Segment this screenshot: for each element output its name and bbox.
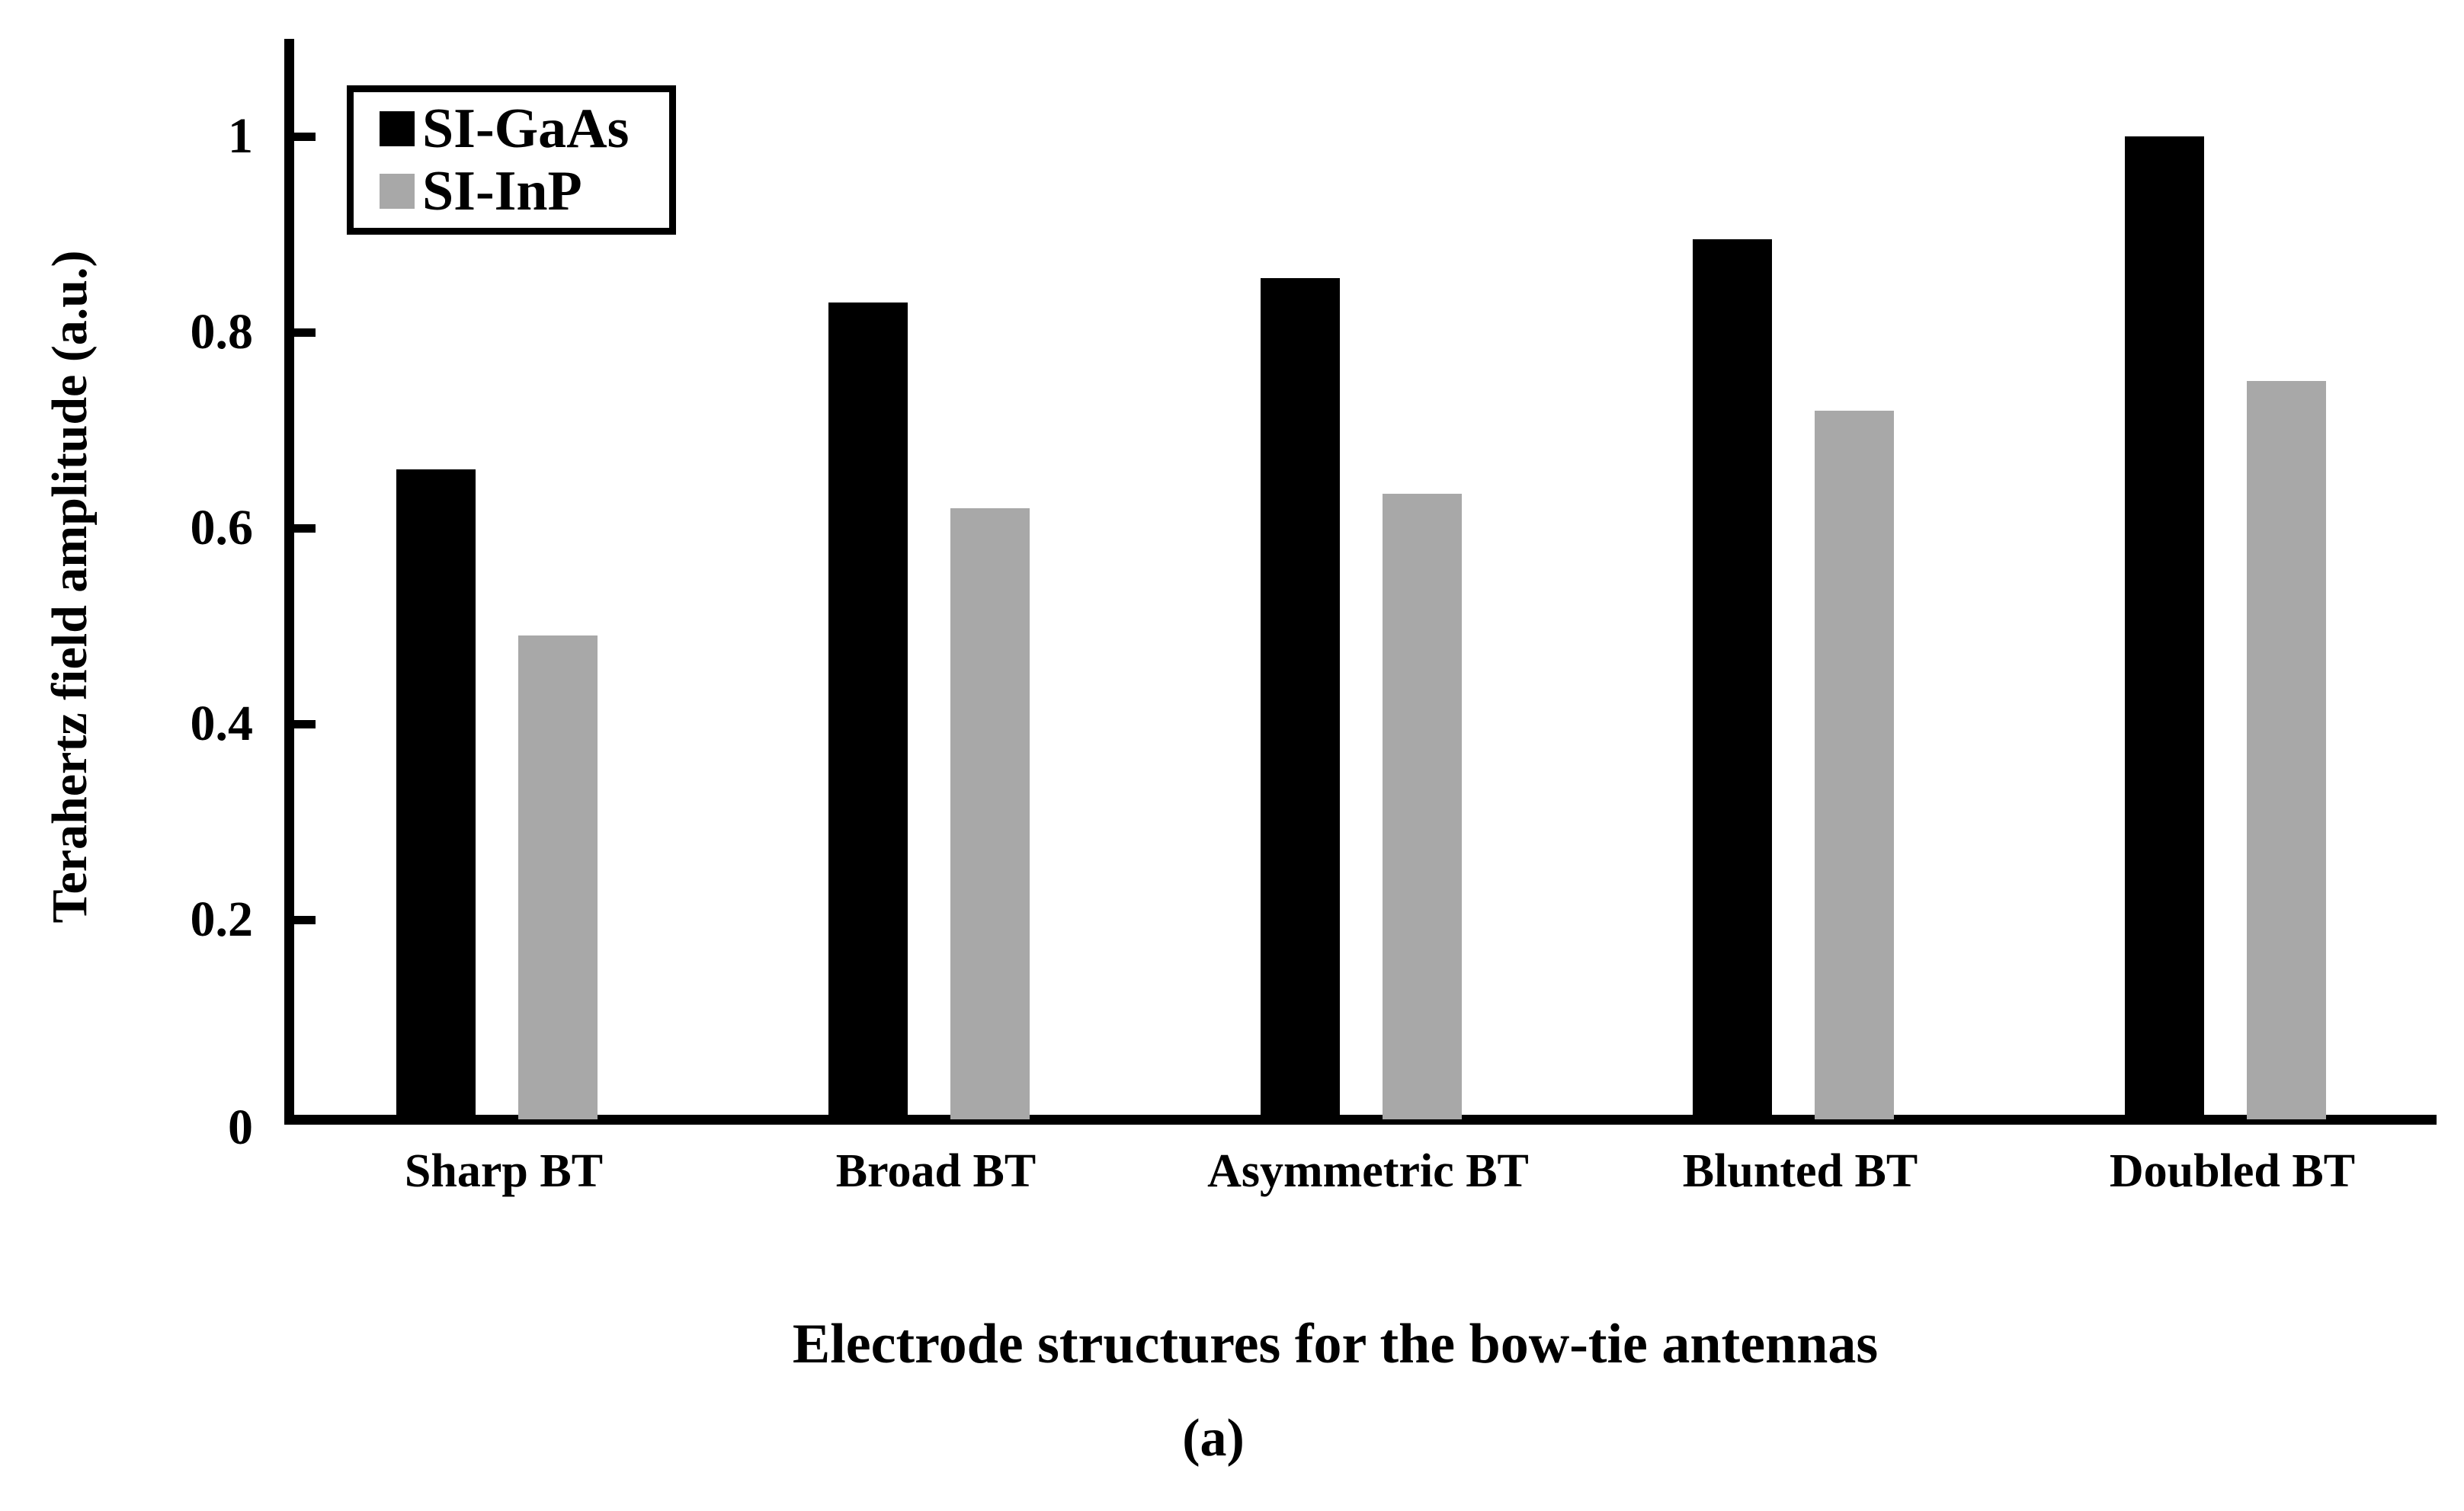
bar-si-gaas-asymmetric-bt (1261, 278, 1340, 1119)
y-tick-1 (294, 133, 316, 141)
legend-label-si-inp: SI-InP (422, 160, 582, 222)
y-tick-label-0-2: 0.2 (190, 892, 254, 947)
y-tick-label-0-6: 0.6 (190, 500, 254, 555)
bar-si-inp-doubled-bt (2247, 381, 2326, 1119)
y-axis-line (284, 39, 294, 1125)
category-label-broad-bt: Broad BT (835, 1145, 1037, 1197)
legend-entry-si-inp: SI-InP (380, 161, 669, 222)
x-axis-line (284, 1115, 2437, 1125)
bar-si-gaas-blunted-bt (1693, 238, 1772, 1119)
legend-label-si-gaas: SI-GaAs (422, 98, 630, 160)
bar-si-gaas-doubled-bt (2125, 136, 2204, 1119)
figure-caption: (a) (1182, 1409, 1245, 1468)
y-tick-label-1: 1 (228, 108, 253, 164)
y-tick-0-2 (294, 916, 316, 924)
bar-si-gaas-broad-bt (828, 303, 908, 1119)
bar-si-inp-asymmetric-bt (1383, 494, 1462, 1119)
y-tick-label-0: 0 (228, 1100, 253, 1155)
legend-entry-si-gaas: SI-GaAs (380, 98, 669, 159)
legend-swatch-si-gaas (380, 111, 415, 146)
legend-swatch-si-inp (380, 174, 415, 209)
y-tick-label-0-4: 0.4 (190, 696, 254, 751)
x-axis-title: Electrode structures for the bow-tie ant… (792, 1313, 1879, 1375)
y-tick-0-6 (294, 524, 316, 533)
category-label-blunted-bt: Blunted BT (1682, 1145, 1918, 1197)
y-tick-0-4 (294, 720, 316, 728)
y-tick-label-0-8: 0.8 (190, 304, 254, 360)
category-label-sharp-bt: Sharp BT (404, 1145, 604, 1197)
bar-si-gaas-sharp-bt (396, 469, 476, 1119)
category-label-doubled-bt: Doubled BT (2109, 1145, 2356, 1197)
bar-si-inp-sharp-bt (518, 635, 598, 1119)
legend-box: SI-GaAs SI-InP (347, 85, 676, 235)
y-tick-0-8 (294, 328, 316, 337)
bar-si-inp-blunted-bt (1815, 410, 1894, 1119)
category-label-asymmetric-bt: Asymmetric BT (1207, 1145, 1529, 1197)
bar-si-inp-broad-bt (950, 508, 1030, 1119)
